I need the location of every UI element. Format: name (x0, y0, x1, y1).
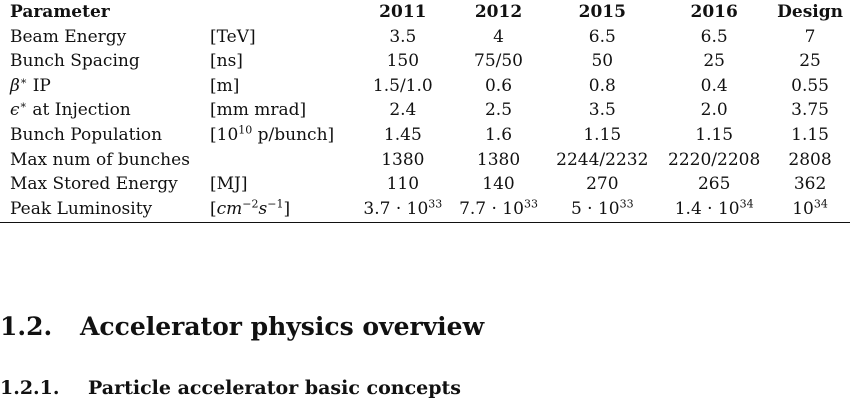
cell-parameter: Max num of bunches (10, 149, 190, 170)
cell-value: 25 (703, 51, 725, 72)
table-body: Beam Energy [TeV] 3.5 4 6.5 6.5 7 Bunch Spacing… (0, 25, 850, 222)
cell-value: 2.5 (484, 100, 513, 121)
cell-value: 3.5 (588, 100, 616, 121)
cell-parameter: β∗ IP (10, 74, 51, 96)
cell-value: 7 (804, 26, 816, 47)
table-header-row: Parameter 2011 2012 2015 2016 Design (0, 0, 850, 25)
cell-unit: [1010 p/bunch] (210, 123, 335, 145)
cell-value: 2.0 (700, 100, 728, 121)
cell-value: 1.15 (583, 124, 622, 145)
subsection-title: Particle accelerator basic concepts (88, 377, 461, 399)
cell-value: 1.4 · 1034 (674, 197, 754, 219)
lhc-parameters-table: Parameter 2011 2012 2015 2016 Design Bea… (0, 0, 850, 222)
table-row: Max num of bunches 1380 1380 2244/2232 2220/… (0, 148, 850, 173)
cell-parameter: Bunch Population (10, 124, 163, 145)
subsection-number: 1.2.1. (0, 377, 60, 399)
table-row: Bunch Population [1010 p/bunch] 1.45 1.6 1.1… (0, 123, 850, 148)
table-row: β∗ IP [m] 1.5/1.0 0.6 0.8 0.4 0.55 (0, 74, 850, 99)
cell-unit (210, 148, 355, 173)
cell-value: 6.5 (700, 26, 728, 47)
cell-unit: [ns] (210, 51, 243, 72)
cell-value: 0.55 (791, 75, 829, 96)
cell-parameter: Bunch Spacing (10, 51, 140, 72)
cell-unit: [mm mrad] (210, 100, 307, 121)
cell-value: 2808 (788, 149, 832, 170)
table-row: Beam Energy [TeV] 3.5 4 6.5 6.5 7 (0, 25, 850, 50)
header-unit (210, 0, 355, 25)
cell-value: 265 (697, 174, 731, 195)
header-design: Design (777, 2, 843, 22)
section-heading: 1.2. Accelerator physics overview (0, 312, 484, 341)
section-number: 1.2. (0, 312, 53, 341)
cell-value: 2220/2208 (668, 149, 761, 170)
header-2012: 2012 (474, 2, 523, 22)
header-2011: 2011 (379, 2, 427, 22)
cell-parameter: Max Stored Energy (10, 174, 178, 195)
cell-value: 2.4 (389, 100, 417, 121)
cell-value: 50 (591, 51, 614, 72)
header-parameter: Parameter (10, 2, 110, 22)
cell-parameter: Peak Luminosity (10, 198, 153, 219)
cell-value: 3.75 (791, 100, 829, 121)
cell-value: 4 (493, 26, 504, 47)
cell-value: 3.7 · 1033 (363, 197, 443, 219)
cell-unit: [TeV] (210, 26, 256, 47)
cell-unit: [MJ] (210, 174, 248, 195)
table-row: Max Stored Energy [MJ] 110 140 270 265 362 (0, 172, 850, 197)
cell-value: 1.15 (791, 124, 829, 145)
cell-value: 7.7 · 1033 (459, 197, 538, 219)
cell-value: 1380 (381, 149, 425, 170)
header-2016: 2016 (690, 2, 738, 22)
section-title: Accelerator physics overview (80, 312, 485, 341)
cell-value: 150 (386, 51, 420, 72)
cell-value: 110 (386, 174, 420, 195)
cell-value: 270 (586, 174, 619, 195)
header-2015: 2015 (578, 2, 626, 22)
cell-value: 0.6 (484, 75, 513, 96)
cell-value: 25 (799, 51, 821, 72)
cell-value: 2244/2232 (556, 149, 649, 170)
subsection-heading: 1.2.1. Particle accelerator basic concept… (0, 377, 461, 399)
cell-value: 140 (482, 174, 515, 195)
cell-value: 0.8 (588, 75, 616, 96)
cell-value: 1380 (476, 149, 521, 170)
cell-value: 1.15 (695, 124, 734, 145)
cell-parameter: ϵ∗ at Injection (10, 98, 131, 121)
cell-unit: [cm−2s−1] (210, 197, 291, 219)
cell-value: 75/50 (474, 51, 523, 72)
cell-value: 1.45 (383, 124, 422, 145)
cell-value: 1.5/1.0 (372, 75, 433, 96)
table-bottom-rule (0, 222, 850, 223)
cell-parameter: Beam Energy (10, 26, 127, 47)
cell-value: 0.4 (700, 75, 728, 96)
cell-unit: [m] (210, 75, 240, 96)
table-row: Bunch Spacing [ns] 150 75/50 50 25 25 (0, 49, 850, 74)
cell-value: 3.5 (389, 26, 417, 47)
cell-value: 1034 (792, 197, 828, 219)
cell-value: 5 · 1033 (570, 197, 634, 219)
table-row: ϵ∗ at Injection [mm mrad] 2.4 2.5 3.5 2.0 3.75 (0, 98, 850, 123)
cell-value: 6.5 (588, 26, 616, 47)
cell-value: 1.6 (484, 124, 513, 145)
table-row: Peak Luminosity [cm−2s−1] 3.7 · 1033 7.7 · … (0, 197, 850, 222)
cell-value: 362 (793, 174, 827, 195)
